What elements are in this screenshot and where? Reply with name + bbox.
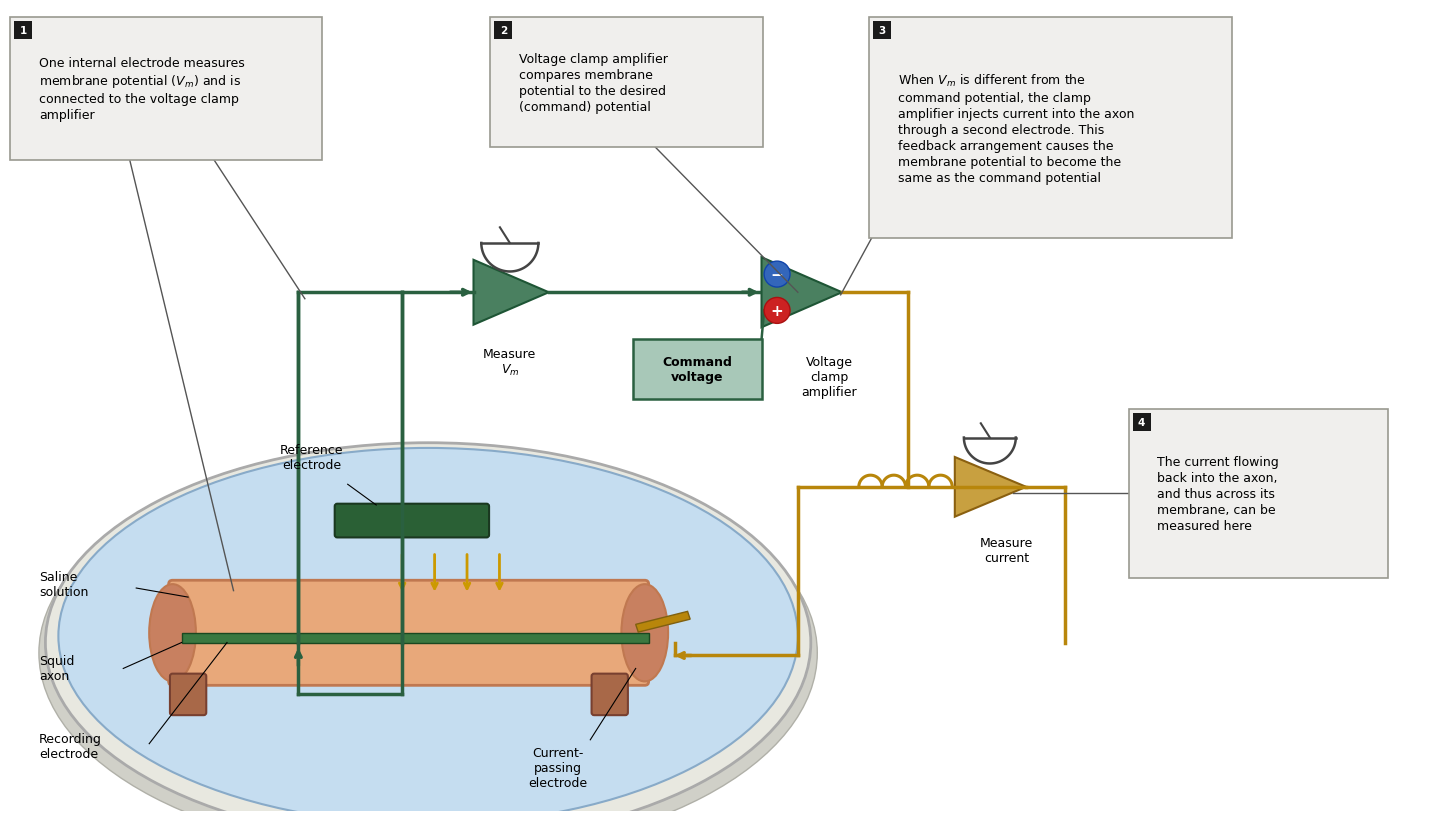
Text: Measure
$V_m$: Measure $V_m$ xyxy=(484,347,537,378)
FancyBboxPatch shape xyxy=(1132,414,1151,432)
FancyBboxPatch shape xyxy=(873,22,891,40)
Text: −: − xyxy=(770,267,783,283)
Circle shape xyxy=(765,298,791,324)
FancyBboxPatch shape xyxy=(170,674,206,715)
Ellipse shape xyxy=(622,585,668,681)
Text: Squid
axon: Squid axon xyxy=(39,654,75,682)
FancyBboxPatch shape xyxy=(10,18,321,161)
FancyBboxPatch shape xyxy=(491,18,763,147)
FancyBboxPatch shape xyxy=(634,340,762,399)
Circle shape xyxy=(765,262,791,287)
Text: Measure
current: Measure current xyxy=(981,536,1034,564)
FancyBboxPatch shape xyxy=(592,674,628,715)
Text: Current-
passing
electrode: Current- passing electrode xyxy=(528,746,588,790)
FancyBboxPatch shape xyxy=(494,22,513,40)
Ellipse shape xyxy=(150,585,196,681)
Text: When $V_m$ is different from the
command potential, the clamp
amplifier injects : When $V_m$ is different from the command… xyxy=(897,72,1135,184)
Text: +: + xyxy=(770,304,783,319)
FancyBboxPatch shape xyxy=(1129,410,1388,578)
Text: Saline
solution: Saline solution xyxy=(39,571,88,599)
FancyBboxPatch shape xyxy=(14,22,33,40)
FancyBboxPatch shape xyxy=(334,504,490,538)
Text: Voltage clamp amplifier
compares membrane
potential to the desired
(command) pot: Voltage clamp amplifier compares membran… xyxy=(518,52,668,114)
Text: Reference
electrode: Reference electrode xyxy=(279,444,343,472)
Text: 1: 1 xyxy=(20,26,27,36)
Polygon shape xyxy=(181,633,648,644)
Text: Recording
electrode: Recording electrode xyxy=(39,732,102,760)
Text: 3: 3 xyxy=(878,26,886,36)
Text: One internal electrode measures
membrane potential ($V_m$) and is
connected to t: One internal electrode measures membrane… xyxy=(39,57,245,122)
Text: The current flowing
back into the axon,
and thus across its
membrane, can be
mea: The current flowing back into the axon, … xyxy=(1158,455,1279,532)
Text: 4: 4 xyxy=(1138,418,1145,428)
Text: 2: 2 xyxy=(500,26,507,36)
Text: Voltage
clamp
amplifier: Voltage clamp amplifier xyxy=(801,355,857,398)
Text: Command
voltage: Command voltage xyxy=(662,355,732,383)
Ellipse shape xyxy=(39,450,818,819)
Polygon shape xyxy=(635,612,690,632)
FancyBboxPatch shape xyxy=(870,18,1233,238)
Ellipse shape xyxy=(46,443,811,819)
Polygon shape xyxy=(474,260,549,325)
Polygon shape xyxy=(955,458,1027,517)
Ellipse shape xyxy=(59,448,798,819)
FancyBboxPatch shape xyxy=(168,581,648,686)
Polygon shape xyxy=(762,258,842,328)
